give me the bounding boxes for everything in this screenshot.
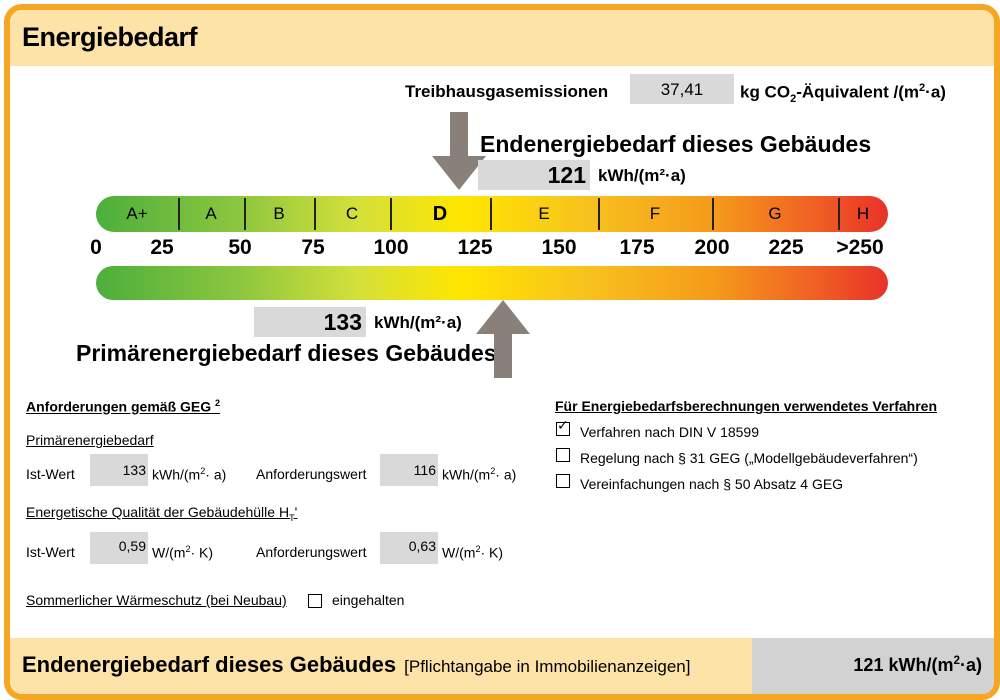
end-energy-arrow-icon: [432, 112, 486, 190]
class-a-plus: A+: [126, 204, 148, 223]
method-checkbox-din[interactable]: ✓: [556, 418, 570, 436]
primary-energy-value-box: 133: [254, 307, 366, 337]
envelope-anf-value: 0,63: [408, 538, 436, 554]
page-title: Energiebedarf: [22, 22, 198, 52]
method-checkbox-simplified[interactable]: [556, 474, 570, 488]
class-divider: [390, 198, 392, 230]
scale-tick: 75: [301, 236, 325, 259]
requirements-title: Anforderungen gemäß GEG 2: [26, 398, 221, 415]
end-energy-value: 121: [547, 162, 586, 188]
primary-anf-unit: kWh/(m2· a): [442, 466, 517, 483]
checkmark-icon: ✓: [557, 417, 569, 433]
scale-tick: 200: [694, 236, 730, 259]
scale-tick: 225: [768, 236, 804, 259]
methods-title: Für Energiebedarfsberechnungen verwendet…: [555, 398, 938, 414]
primary-ist-box: 133: [90, 454, 148, 486]
method-checkbox-modell[interactable]: [556, 448, 570, 462]
scale-tick: 0: [90, 236, 102, 259]
envelope-ist-label: Ist-Wert: [26, 544, 75, 560]
class-divider: [490, 198, 492, 230]
envelope-ist-value: 0,59: [118, 538, 146, 554]
scale-tick: 125: [457, 236, 493, 259]
class-divider: [712, 198, 714, 230]
primary-ist-value: 133: [122, 462, 146, 478]
scale-tick: 25: [150, 236, 174, 259]
primary-energy-subtitle: Primärenergiebedarf: [26, 432, 154, 448]
end-energy-value-box: 121: [478, 160, 590, 190]
scale-tick: 100: [373, 236, 409, 259]
method-option-din: Verfahren nach DIN V 18599: [580, 424, 760, 440]
emissions-label: Treibhausgasemissionen: [405, 82, 609, 101]
envelope-anf-unit: W/(m2· K): [442, 544, 504, 561]
primary-ist-label: Ist-Wert: [26, 466, 75, 482]
envelope-ist-box: 0,59: [90, 532, 148, 564]
primary-ist-unit: kWh/(m2· a): [152, 466, 227, 483]
footer-label: Endenergiebedarf dieses Gebäudes [Pflicht…: [22, 652, 691, 677]
envelope-ist-unit: W/(m2· K): [152, 544, 214, 561]
envelope-anf-label: Anforderungswert: [256, 544, 367, 560]
emissions-unit: kg CO2-Äquivalent /(m2·a): [740, 82, 946, 106]
scale-tick: 150: [541, 236, 577, 259]
energy-certificate-frame: Energiebedarf Treibhausgasemissionen 37,…: [4, 4, 1000, 700]
scale-tick: 50: [228, 236, 252, 259]
footer-note: [Pflichtangabe in Immobilienanzeigen]: [404, 657, 691, 676]
summer-protection-option: eingehalten: [332, 592, 405, 608]
summer-protection-label: Sommerlicher Wärmeschutz (bei Neubau): [26, 592, 287, 608]
primary-energy-value: 133: [323, 309, 362, 335]
scale-tick: 175: [619, 236, 655, 259]
primary-energy-title: Primärenergiebedarf dieses Gebäudes: [76, 340, 497, 366]
class-divider: [838, 198, 840, 230]
efficiency-class-scale: A+ A B C D E F G H: [96, 196, 888, 232]
primary-energy-unit: kWh/(m²·a): [374, 313, 462, 332]
primary-anf-label: Anforderungswert: [256, 466, 367, 482]
class-b: B: [273, 204, 285, 223]
class-f: F: [649, 204, 661, 223]
class-divider: [598, 198, 600, 230]
primary-energy-arrow-icon: [476, 300, 530, 378]
footer-band: Endenergiebedarf dieses Gebäudes [Pflicht…: [10, 638, 994, 694]
class-divider: [244, 198, 246, 230]
class-divider: [178, 198, 180, 230]
method-option-modell: Regelung nach § 31 GEG („Modellgebäudeve…: [580, 450, 918, 466]
summer-protection-checkbox[interactable]: [308, 594, 322, 608]
footer-value-box: 121 kWh/(m2·a): [752, 638, 994, 694]
class-h: H: [856, 204, 870, 223]
emissions-value-box: 37,41: [630, 74, 734, 104]
emissions-value: 37,41: [660, 80, 704, 99]
class-a: A: [205, 204, 217, 223]
primary-anf-value: 116: [413, 462, 436, 478]
class-e: E: [538, 204, 550, 223]
energy-gradient-bar: [96, 266, 888, 300]
footer-value: 121 kWh/(m2·a): [853, 654, 982, 675]
class-g: G: [768, 204, 782, 223]
end-energy-title: Endenergiebedarf dieses Gebäudes: [480, 131, 872, 157]
envelope-subtitle: Energetische Qualität der Gebäudehülle H…: [26, 504, 298, 523]
class-divider: [314, 198, 316, 230]
envelope-anf-box: 0,63: [380, 532, 438, 564]
class-c: C: [345, 204, 359, 223]
class-d-highlighted: D: [432, 202, 448, 225]
header-band: Energiebedarf: [10, 10, 994, 66]
method-option-simplified: Vereinfachungen nach § 50 Absatz 4 GEG: [580, 476, 844, 492]
scale-tick: >250: [836, 236, 884, 259]
primary-anf-box: 116: [380, 454, 438, 486]
end-energy-unit: kWh/(m²·a): [598, 166, 686, 185]
